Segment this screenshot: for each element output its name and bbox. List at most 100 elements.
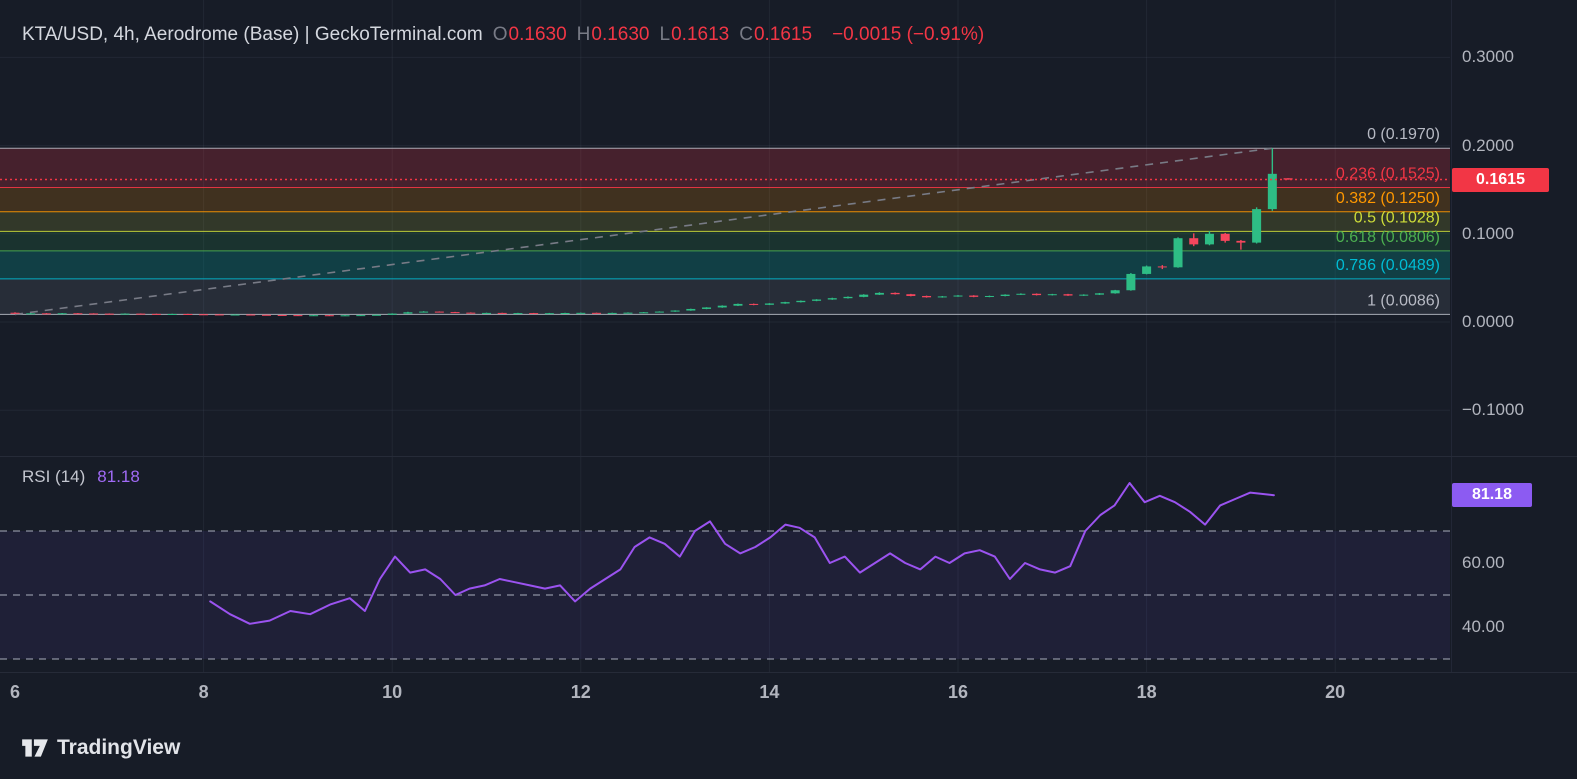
price-axis-tick: 0.2000 [1462,135,1514,155]
candle-body [403,312,413,314]
candle-body [26,313,36,315]
candle-body [686,308,696,311]
price-axis-tick: 0.3000 [1462,47,1514,67]
time-axis-tick: 18 [1136,682,1157,702]
price-change: −0.0015 (−0.91%) [832,24,985,45]
candle-body [57,313,67,315]
rsi-line [209,482,1275,625]
time-axis-tick: 12 [570,682,591,702]
candle-body [827,298,837,300]
fib-level-label: 0.5 (0.1028) [1354,209,1440,226]
candle-body [529,313,539,315]
fib-band [0,250,1450,279]
candle-body [1252,209,1262,243]
candle-body [1267,173,1277,210]
candle-body [10,312,20,314]
chart-legend: KTA/USD, 4h, Aerodrome (Base) | GeckoTer… [22,24,984,46]
tradingview-logo-text: TradingView [57,736,181,759]
candle-body [1142,266,1152,274]
candle-body [167,313,177,315]
candle-body [906,294,916,296]
candle-body [937,296,947,298]
candle-body [466,312,476,314]
candle-body [183,313,193,315]
candle-body [277,314,287,316]
time-axis-tick: 10 [382,682,403,702]
rsi-chart-canvas[interactable] [0,457,1450,672]
candle-body [482,312,491,314]
symbol-title[interactable]: KTA/USD, 4h, Aerodrome (Base) | GeckoTer… [22,24,483,45]
candle-body [1000,294,1010,296]
fib-level-label: 0.236 (0.1525) [1336,165,1440,182]
time-axis-tick: 16 [947,682,969,702]
candle-body [1157,266,1167,268]
ohlc-value: 0.1613 [671,24,730,45]
candle-body [717,305,727,308]
tradingview-watermark[interactable]: TradingView [20,736,180,760]
ohlc-value: 0.1615 [753,24,813,45]
candle-body [450,312,460,314]
time-axis-separator [0,672,1577,673]
ohlc-value: 0.1630 [508,24,567,45]
candle-body [497,312,507,314]
time-axis-tick: 8 [198,682,209,702]
candle-body [214,314,224,316]
candle-body [1236,240,1246,243]
time-axis-tick: 6 [9,682,21,702]
candle-body [654,311,664,313]
rsi-current-value: 81.18 [97,467,140,486]
candle-body [623,312,633,314]
candle-body [1126,273,1136,291]
tradingview-logo-icon [22,739,48,757]
price-axis-tick: −0.1000 [1462,400,1524,420]
fib-level-label: 1 (0.0086) [1367,292,1440,309]
candle-body [136,313,146,315]
candle-body [293,315,303,317]
candle-body [812,299,822,301]
candle-body [513,313,523,315]
candle-body [544,313,554,315]
candle-body [733,303,743,306]
ohlc-value: 0.1630 [591,24,650,45]
rsi-legend[interactable]: RSI (14) 81.18 [22,467,140,487]
ohlc-label: C [739,24,753,45]
candle-body [1063,294,1073,296]
candle-body [1110,290,1120,294]
candle-body [120,313,130,315]
last-price-badge: 0.1615 [1452,167,1549,192]
ohlc-label: L [659,24,671,45]
rsi-title: RSI (14) [22,467,86,486]
candle-body [764,303,774,305]
candle-body [309,315,319,317]
candle-body [246,314,256,316]
price-axis-tick: 0.1000 [1462,223,1514,243]
time-axis-tick: 20 [1325,682,1346,702]
candle-body [434,311,444,313]
candle-body [151,313,161,315]
candle-body [1283,178,1293,180]
time-axis-tick: 14 [759,682,780,702]
ohlc-label: O [492,24,508,45]
candle-body [371,314,381,316]
axis-separator [1451,0,1452,672]
candle-body [387,313,397,315]
fib-band [0,211,1450,232]
time-axis[interactable]: 6 8 10 12 14 16 18 20 [0,682,1450,710]
candle-body [1047,294,1057,296]
rsi-band [0,531,1450,659]
fib-trendline[interactable] [14,147,1273,316]
candle-body [41,313,51,315]
candle-body [702,307,712,309]
candle-body [199,314,209,316]
fib-band [0,148,1450,188]
pane-separator[interactable] [0,456,1577,457]
candle-body [576,312,586,314]
candle-body [607,312,617,314]
candle-body [953,295,963,297]
candle-body [592,312,602,314]
candle-body [859,294,869,297]
rsi-axis-tick: 60.00 [1462,553,1505,572]
price-chart-canvas[interactable]: 0 (0.1970) 0.236 (0.1525) 0.382 (0.1250) 0.… [0,0,1450,456]
ohlc-values: O 0.1630 H 0.1630 L 0.1613 C 0.1615 [493,24,822,46]
